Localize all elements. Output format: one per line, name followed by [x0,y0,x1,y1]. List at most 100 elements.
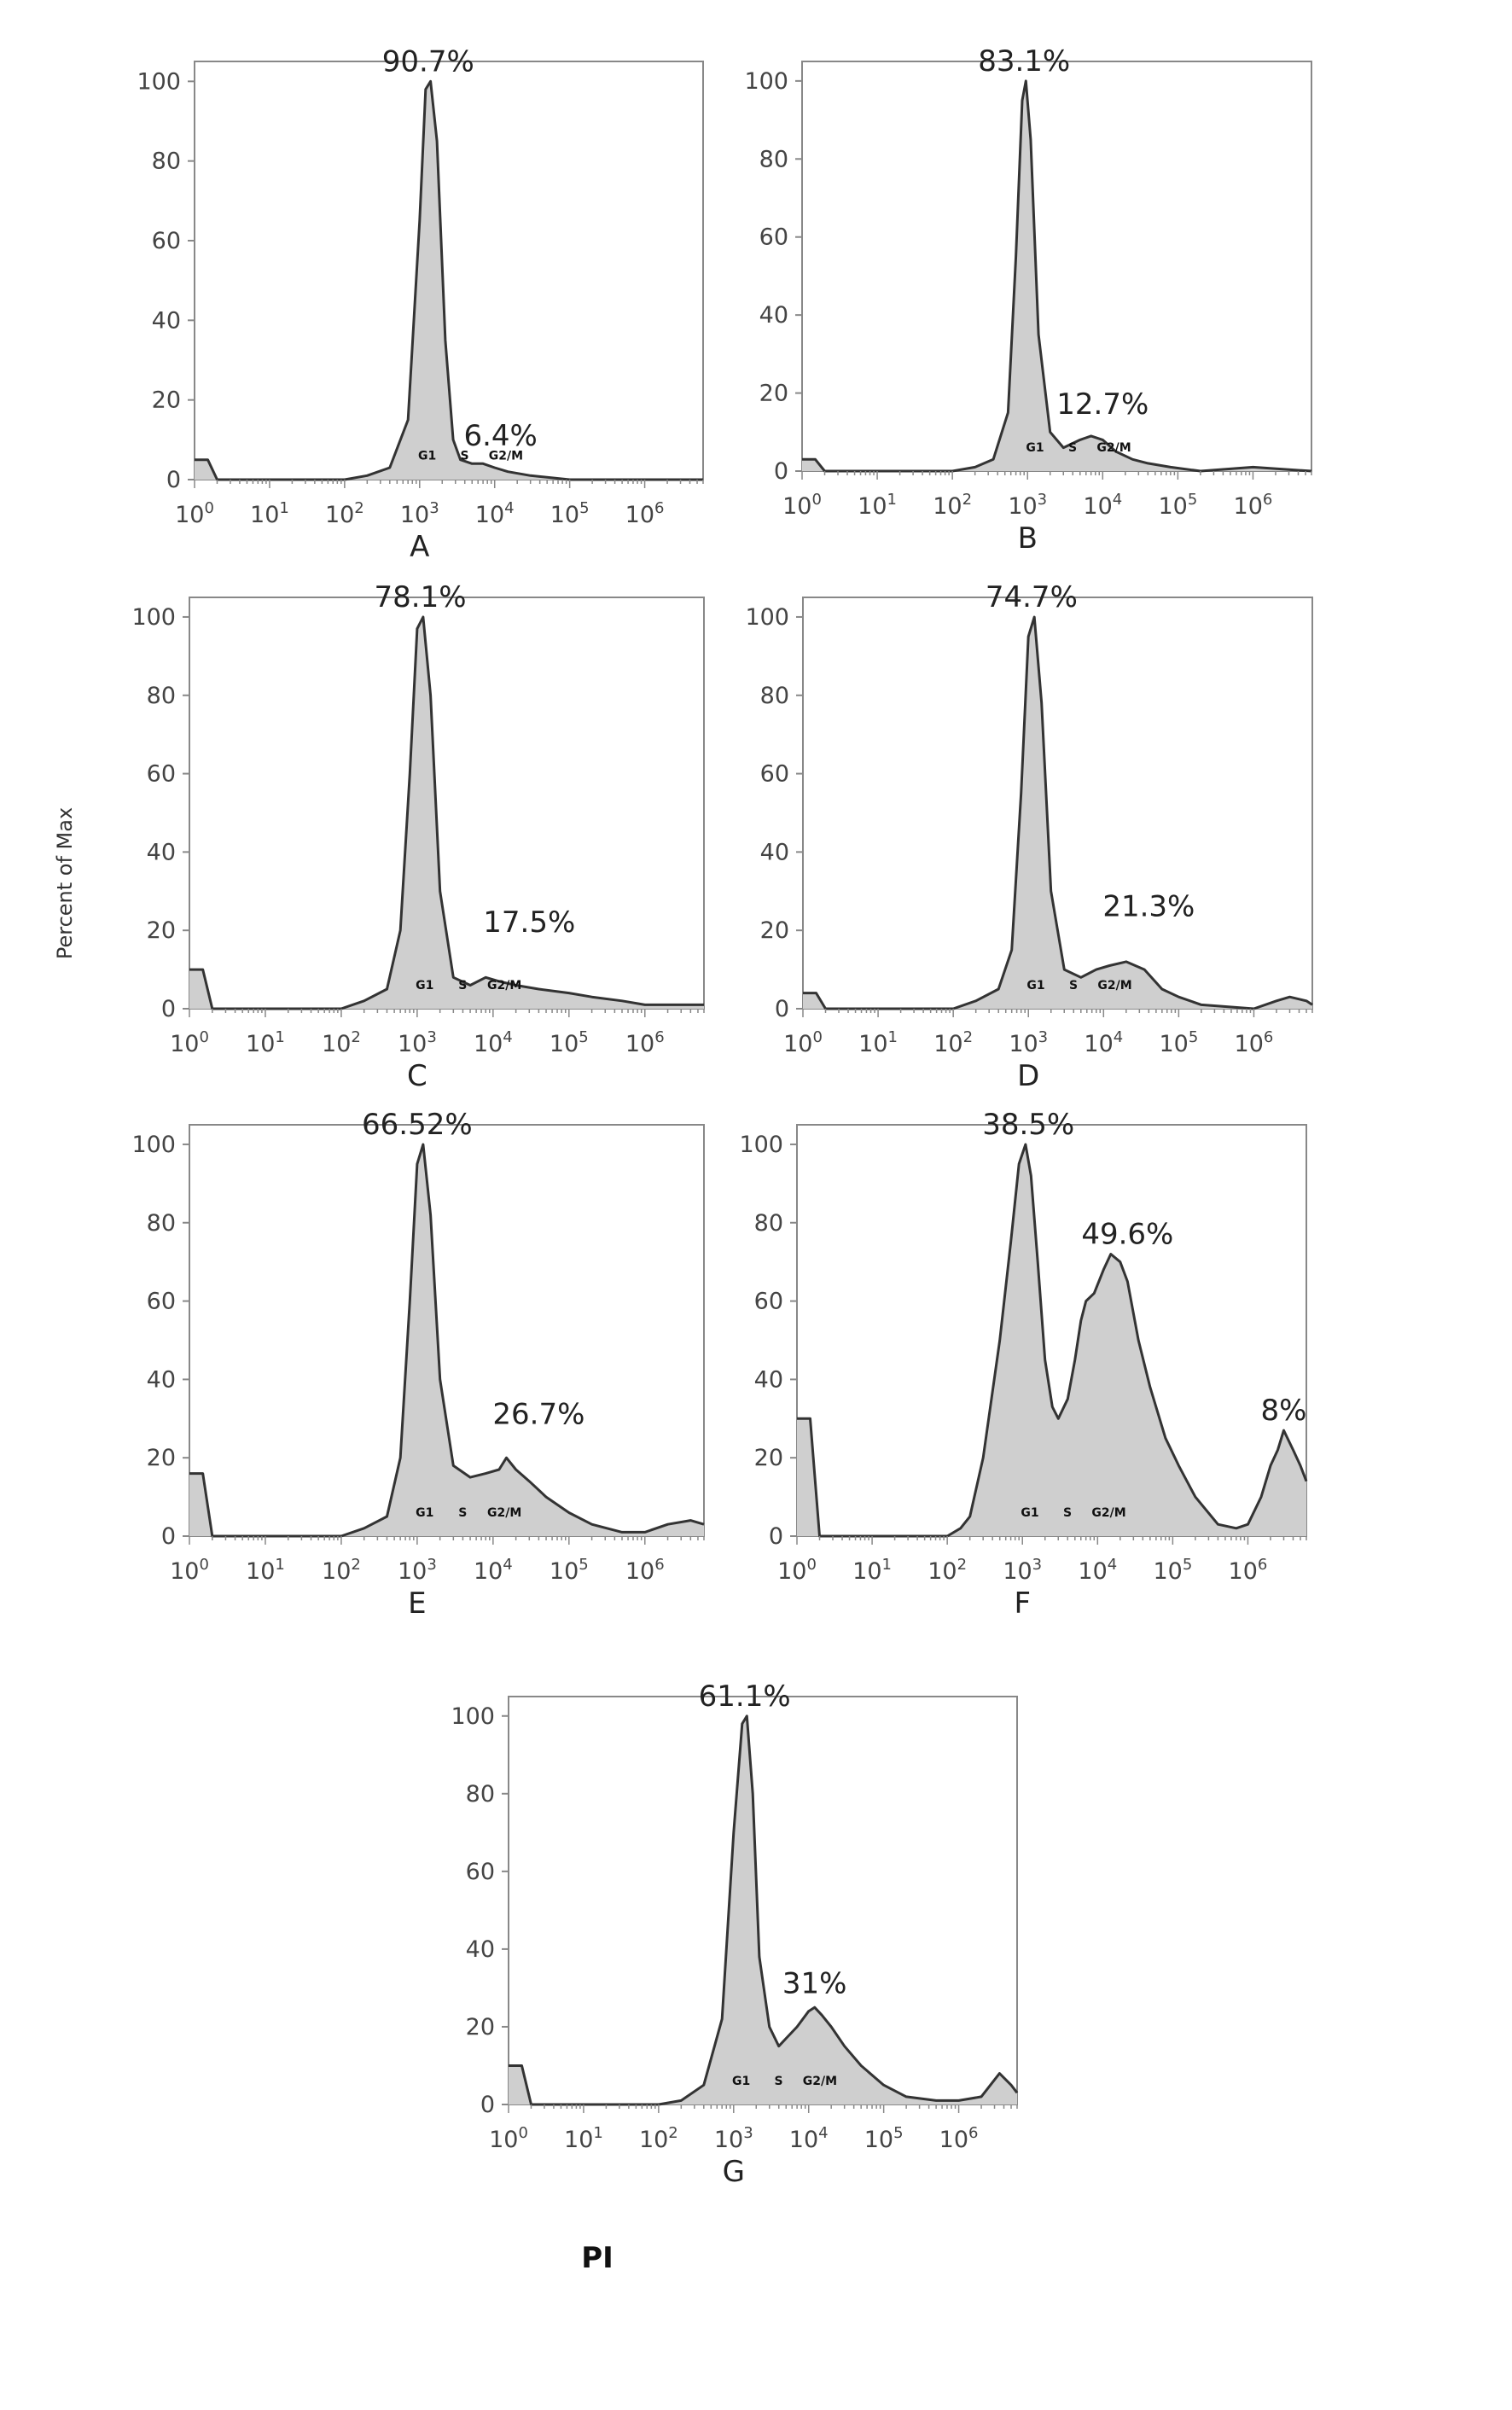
panel-d-xtick-label: 104 [1084,1028,1123,1057]
panel-g-xtick-label: 101 [564,2124,603,2153]
panel-e-xtick-label: 101 [246,1556,285,1585]
panel-g-xtick-label: 102 [639,2124,678,2153]
panel-c-annotation: 78.1% [375,580,467,614]
panel-g-ytick-label: 60 [466,1859,495,1885]
panel-b-xtick-label: 102 [933,491,972,520]
panel-f-ytick-label: 100 [739,1132,783,1158]
panel-f-xtick-label: 104 [1078,1556,1117,1585]
panel-c-xtick-label: 103 [398,1028,437,1057]
panel-g-xtick-label: 104 [789,2124,829,2153]
panel-b-phase-label: S [1068,441,1077,455]
panel-c: 0 20 40 60 80 100 100 101 102 103 104 105 106 G1 S G2/M… [131,580,705,1093]
panel-e-xtick-label: 100 [170,1556,209,1585]
panel-c-xtick-label: 105 [550,1028,589,1057]
panel-d-ytick-label: 80 [760,683,789,709]
panel-e-histogram-fill [189,1144,704,1536]
panel-f-xtick-label: 106 [1229,1556,1268,1585]
panel-e-ytick-label: 60 [147,1289,176,1315]
panel-f-phase-label: G2/M [1091,1506,1125,1520]
panel-e: 0 20 40 60 80 100 100 101 102 103 104 105 106 G1 S G2/M… [131,1108,705,1621]
panel-a-xtick-label: 100 [175,499,214,528]
panel-f-ytick-label: 20 [754,1445,783,1471]
panel-b-ytick-label: 0 [774,458,788,485]
panel-a-histogram-fill [195,81,703,480]
panel-a-phase-label: S [460,450,468,463]
panel-c-ytick-label: 100 [131,604,176,631]
panel-c-phase-label: S [458,979,467,993]
panel-e-annotation: 26.7% [492,1398,584,1432]
panel-d-xtick-label: 106 [1235,1028,1274,1057]
panel-a-histogram-line [195,79,703,481]
panel-c-xtick-label: 104 [474,1028,513,1057]
panel-a-ytick-label: 20 [152,387,181,414]
panel-g-histogram-line [509,1714,1019,2106]
panel-b-ytick-label: 20 [759,381,788,407]
panel-d-xtick-label: 102 [933,1028,973,1057]
panel-a-phase-label: G1 [418,450,436,463]
panel-f-phase-label: G1 [1021,1506,1038,1520]
panel-e-ytick-label: 40 [147,1366,176,1393]
panel-e-letter: E [408,1586,426,1621]
panel-a-letter: A [410,530,429,564]
panel-b-ytick-label: 80 [759,146,788,172]
panel-a-xtick-label: 102 [325,499,364,528]
panel-f-annotation: 49.6% [1081,1217,1173,1251]
panel-c-ytick-label: 20 [147,917,176,944]
panel-c-phase-label: G1 [416,979,433,993]
panel-c-histogram-line [189,615,704,1010]
panel-d-letter: D [1017,1059,1039,1093]
panel-a-xtick-label: 105 [550,499,590,528]
panel-f-ytick-label: 0 [769,1523,783,1550]
panel-e-xtick-label: 103 [398,1556,437,1585]
panel-d-xtick-label: 101 [858,1028,898,1057]
panel-f-xtick-label: 102 [928,1556,967,1585]
panel-a-ytick-label: 100 [137,68,181,95]
panel-c-ytick-label: 80 [147,683,176,709]
panel-b-xtick-label: 104 [1083,491,1122,520]
panel-b-xtick-label: 100 [782,491,822,520]
panel-g-ytick-label: 40 [466,1936,495,1963]
panel-b-ytick-label: 100 [744,68,788,95]
panel-c-phase-label: G2/M [487,979,521,993]
panel-f-phase-label: S [1063,1506,1072,1520]
panel-b-xtick-label: 101 [858,491,897,520]
panel-d: 0 20 40 60 80 100 100 101 102 103 104 105 106 G1 S G2/M… [745,580,1313,1093]
panel-d-ytick-label: 100 [745,604,789,631]
panel-b: 0 20 40 60 80 100 100 101 102 103 104 105 106 G1 S G2/M… [744,44,1312,556]
panel-a-ytick-label: 60 [152,228,181,254]
panel-e-ytick-label: 0 [161,1523,176,1550]
panel-d-ytick-label: 60 [760,761,789,788]
panel-e-xtick-label: 102 [322,1556,361,1585]
panel-b-xtick-label: 105 [1158,491,1197,520]
panel-c-ytick-label: 60 [147,761,176,788]
panel-f-histogram-line [797,1143,1308,1538]
panel-c-xtick-label: 101 [246,1028,285,1057]
panel-a-xtick-label: 106 [625,499,665,528]
x-axis-label: PI [581,2241,614,2275]
panel-g-annotation: 61.1% [699,1679,791,1714]
panel-e-xtick-label: 105 [550,1556,589,1585]
panel-f-xtick-label: 100 [777,1556,817,1585]
panel-c-xtick-label: 102 [322,1028,361,1057]
panel-d-ytick-label: 40 [760,839,789,865]
panel-g-xtick-label: 103 [714,2124,753,2153]
panel-f: 0 20 40 60 80 100 100 101 102 103 104 105 106 G1 S G2/M… [739,1108,1308,1621]
panel-b-annotation: 12.7% [1056,387,1149,422]
panel-e-xtick-label: 106 [625,1556,665,1585]
panel-g-histogram-fill [509,1715,1017,2104]
panel-d-ytick-label: 0 [775,996,789,1022]
panel-e-ytick-label: 80 [147,1210,176,1237]
panel-d-phase-label: G1 [1026,979,1044,993]
panel-e-phase-label: G1 [416,1506,433,1520]
panel-a-xtick-label: 103 [400,499,439,528]
panel-f-histogram-fill [797,1144,1306,1536]
panel-c-xtick-label: 106 [625,1028,665,1057]
panel-b-ytick-label: 40 [759,302,788,329]
panel-d-histogram-line [803,615,1313,1010]
panel-d-xtick-label: 103 [1009,1028,1048,1057]
panel-c-histogram-fill [189,617,704,1009]
panel-g-phase-label: G2/M [803,2075,837,2088]
panel-g-xtick-label: 106 [939,2124,979,2153]
panel-d-phase-label: S [1069,979,1078,993]
panel-a-xtick-label: 104 [475,499,515,528]
